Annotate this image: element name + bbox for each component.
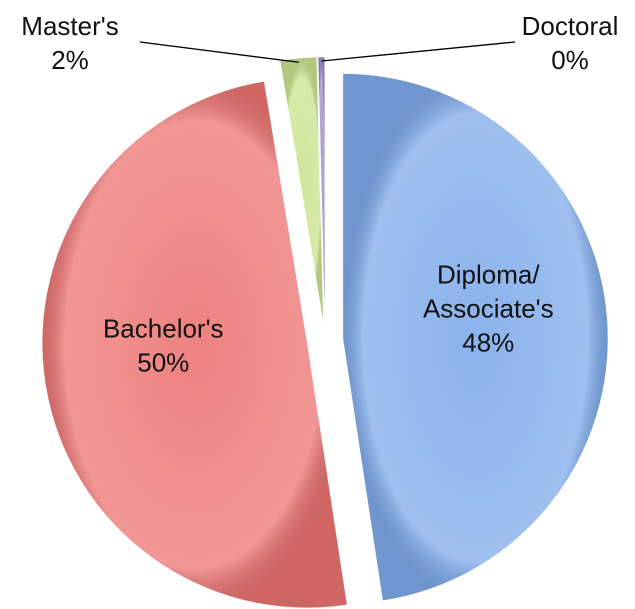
value-label: 48% (462, 328, 514, 358)
slice-label: Doctoral 0% (522, 11, 619, 75)
category-label: Master's (21, 11, 118, 41)
category-label: Doctoral (522, 11, 619, 41)
value-label: 50% (137, 348, 189, 378)
slice-label: Bachelor's 50% (103, 314, 224, 378)
value-label: 2% (51, 45, 89, 75)
category-label: Diploma/ (437, 260, 540, 290)
leader-line (321, 41, 516, 62)
slice-label: Diploma/Associate's 48% (423, 260, 554, 358)
category-label: Associate's (423, 294, 554, 324)
slice-label: Master's 2% (21, 11, 118, 75)
leader-line (139, 41, 299, 63)
value-label: 0% (551, 45, 589, 75)
category-label: Bachelor's (103, 314, 224, 344)
